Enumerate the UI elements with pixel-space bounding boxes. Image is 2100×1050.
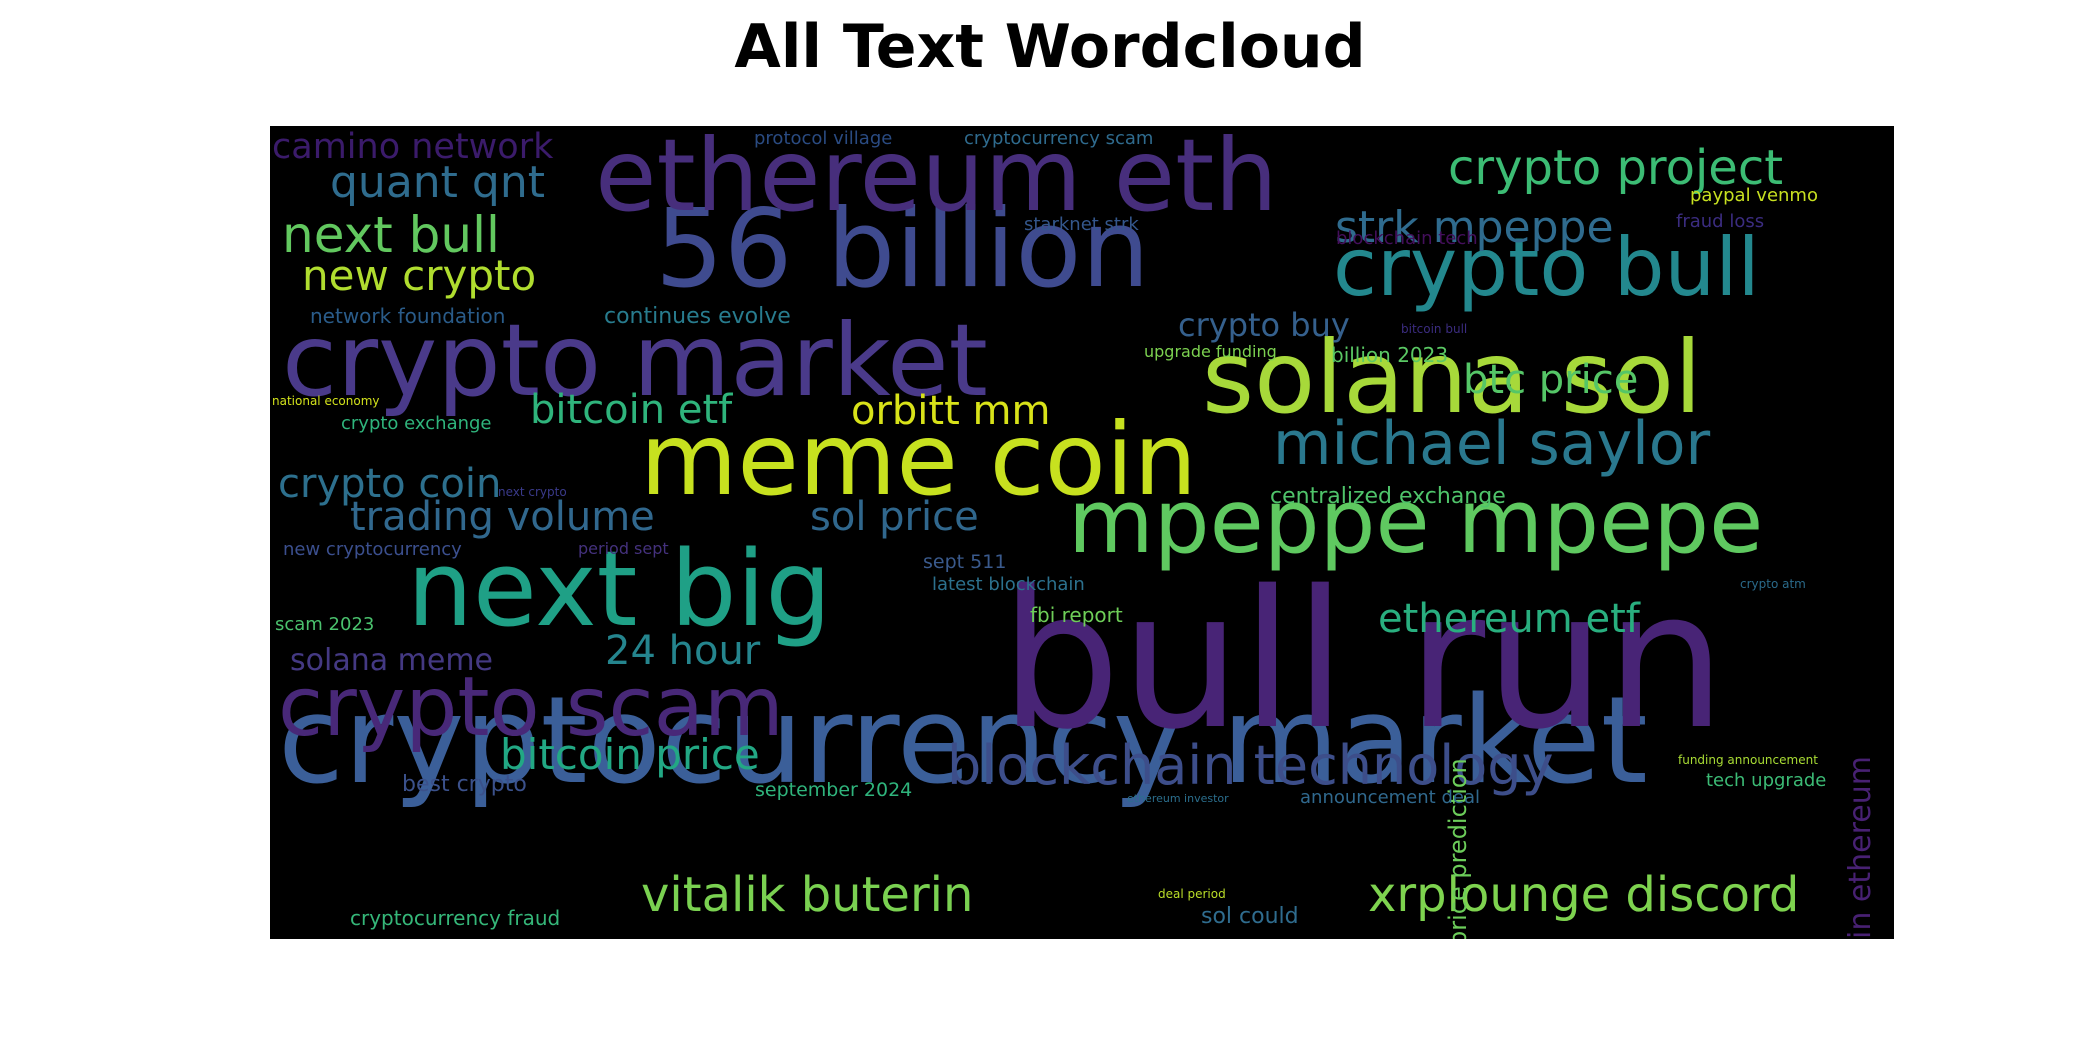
cloud-word: crypto project (1448, 140, 1784, 196)
cloud-word: cryptocurrency scam (964, 128, 1154, 149)
cloud-word: 56 billion (655, 187, 1150, 312)
cloud-word: announcement deal (1300, 787, 1480, 808)
wordcloud: cryptocurrency market bull run crypto mark… (270, 126, 1894, 939)
cloud-word: deal period (1158, 887, 1226, 901)
cloud-word: crypto coin (278, 461, 502, 507)
cloud-word: new crypto (302, 251, 537, 300)
cloud-word: new cryptocurrency (283, 539, 462, 560)
cloud-word: tech upgrade (1706, 770, 1827, 791)
cloud-word: centralized exchange (1270, 484, 1506, 509)
cloud-word: funding announcement (1678, 753, 1818, 767)
cloud-word: paypal venmo (1690, 185, 1818, 206)
cloud-word: national economy (272, 394, 380, 408)
cloud-word: continues evolve (604, 304, 791, 329)
cloud-word: quant qnt (330, 157, 545, 208)
cloud-word: september 2024 (755, 779, 913, 801)
cloud-word: crypto exchange (341, 413, 492, 434)
cloud-word: solana sol (1202, 319, 1702, 436)
cloud-word: network foundation (310, 304, 506, 328)
cloud-word: strk mpeppe (1335, 202, 1614, 253)
cloud-word: sept 511 (923, 551, 1007, 573)
cloud-word: bitcoin etf (530, 387, 733, 433)
cloud-word: sol could (1201, 904, 1299, 929)
cloud-word: btc price (1463, 357, 1639, 403)
cloud-word: camino network (272, 127, 554, 167)
cloud-word: upgrade funding (1144, 342, 1277, 361)
cloud-word: meme coin (640, 401, 1197, 518)
cloud-word: billion 2023 (1331, 343, 1449, 367)
cloud-word: bull run (1000, 550, 1726, 771)
cloud-word: best crypto (402, 772, 527, 797)
cloud-word: solana meme (290, 643, 493, 678)
cloud-word: ethereum eth (595, 126, 1278, 234)
cloud-word: cryptocurrency fraud (350, 906, 561, 930)
cloud-word: price prediction (1444, 758, 1472, 939)
cloud-word: cryptocurrency market (278, 672, 1648, 811)
cloud-word: protocol village (754, 128, 893, 149)
cloud-word: mpeppe mpepe (1068, 470, 1764, 573)
cloud-word: starknet strk (1024, 214, 1139, 235)
cloud-word: orbitt mm (851, 388, 1051, 434)
cloud-word: ethereum investor (1127, 792, 1229, 805)
cloud-word: scam 2023 (275, 614, 375, 635)
cloud-word: xrplounge discord (1368, 867, 1800, 923)
cloud-word: crypto scam (278, 660, 784, 755)
cloud-word: blockchain technology (947, 734, 1554, 797)
cloud-word: vitalik buterin (641, 867, 974, 923)
cloud-word: bitcoin price (500, 730, 760, 779)
cloud-word: fbi report (1030, 603, 1123, 627)
page-title: All Text Wordcloud (734, 12, 1366, 82)
cloud-word: crypto buy (1178, 306, 1350, 344)
cloud-word: next bull (282, 206, 500, 264)
cloud-word: trading volume (350, 494, 655, 540)
cloud-word: crypto atm (1740, 577, 1806, 591)
cloud-word: fraud loss (1676, 211, 1765, 232)
cloud-word: bitcoin ethereum (1843, 756, 1878, 939)
cloud-word: 24 hour (605, 628, 761, 674)
cloud-word: latest blockchain (932, 574, 1085, 595)
cloud-word: bitcoin bull (1401, 322, 1468, 336)
cloud-word: sol price (810, 494, 979, 540)
cloud-word: crypto bull (1333, 221, 1760, 314)
cloud-word: period sept (578, 539, 669, 558)
cloud-word: next crypto (498, 485, 567, 499)
cloud-word: next big (407, 528, 832, 650)
cloud-word: crypto market (282, 302, 988, 419)
cloud-word: blockchain tech (1336, 228, 1478, 249)
cloud-word: michael saylor (1273, 409, 1711, 479)
cloud-word: ethereum etf (1378, 596, 1640, 642)
